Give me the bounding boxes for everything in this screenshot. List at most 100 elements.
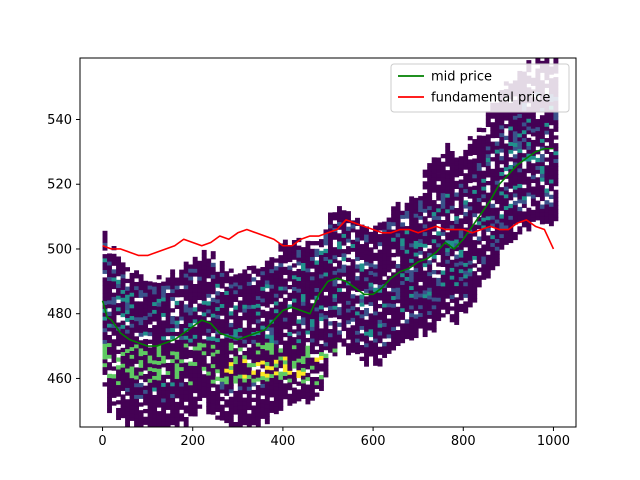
heatmap-cell	[107, 404, 112, 410]
heatmap-cell	[170, 389, 176, 395]
heatmap-cell	[391, 210, 397, 215]
heatmap-cell	[539, 138, 545, 143]
heatmap-cell	[233, 289, 239, 295]
heatmap-cell	[206, 285, 212, 291]
heatmap-cell	[386, 326, 392, 331]
heatmap-cell	[264, 280, 270, 285]
heatmap-cell	[404, 292, 410, 297]
heatmap-cell	[143, 389, 149, 394]
heatmap-cell	[494, 254, 500, 259]
heatmap-cell	[125, 356, 130, 361]
heatmap-cell	[305, 361, 311, 366]
heatmap-cell	[449, 205, 455, 210]
heatmap-cell	[314, 330, 320, 335]
heatmap-cell	[210, 274, 216, 279]
heatmap-cell	[539, 154, 545, 159]
heatmap-cell	[305, 260, 311, 265]
heatmap-cell	[174, 382, 180, 387]
heatmap-cell	[120, 394, 126, 399]
heatmap-cell	[296, 249, 302, 254]
heatmap-cell	[368, 321, 374, 326]
heatmap-cell	[404, 257, 410, 262]
heatmap-cell	[548, 186, 554, 192]
heatmap-cell	[440, 200, 446, 205]
heatmap-cell	[219, 330, 225, 336]
heatmap-cell	[463, 204, 469, 209]
heatmap-cell	[188, 330, 194, 335]
heatmap-cell	[273, 339, 279, 345]
heatmap-cell	[255, 272, 261, 277]
heatmap-cell	[287, 362, 293, 367]
heatmap-cell	[201, 253, 207, 259]
heatmap-cell	[287, 335, 293, 340]
heatmap-cell	[273, 371, 279, 376]
heatmap-cell	[400, 214, 406, 219]
heatmap-cell	[107, 319, 112, 324]
heatmap-cell	[368, 317, 374, 322]
heatmap-cell	[467, 295, 473, 300]
heatmap-cell	[544, 149, 550, 154]
heatmap-cell	[188, 318, 194, 324]
heatmap-cell	[341, 237, 347, 242]
heatmap-cell	[503, 166, 509, 172]
heatmap-cell	[454, 309, 460, 314]
heatmap-cell	[445, 189, 451, 194]
heatmap-cell	[156, 364, 162, 369]
heatmap-cell	[337, 237, 342, 242]
heatmap-cell	[224, 391, 230, 396]
heatmap-cell	[427, 279, 433, 284]
heatmap-cell	[314, 310, 320, 316]
heatmap-cell	[251, 316, 257, 321]
heatmap-cell	[364, 269, 369, 274]
heatmap-cell	[440, 173, 446, 178]
heatmap-cell	[125, 344, 130, 350]
heatmap-cell	[436, 184, 442, 189]
heatmap-cell	[490, 188, 496, 193]
heatmap-cell	[201, 277, 207, 282]
heatmap-cell	[255, 326, 261, 332]
heatmap-cell	[422, 258, 428, 264]
heatmap-cell	[305, 345, 311, 350]
heatmap-cell	[305, 400, 311, 405]
heatmap-cell	[449, 170, 455, 175]
heatmap-cell	[260, 356, 266, 361]
heatmap-cell	[328, 247, 333, 252]
heatmap-cell	[472, 208, 478, 214]
heatmap-cell	[156, 372, 162, 377]
heatmap-cell	[395, 225, 401, 230]
heatmap-cell	[305, 287, 311, 292]
y-tick-label: 500	[47, 242, 72, 257]
heatmap-cell	[300, 359, 306, 365]
heatmap-cell	[138, 309, 144, 314]
heatmap-cell	[431, 293, 437, 298]
heatmap-cell	[107, 377, 112, 382]
heatmap-cell	[111, 385, 117, 391]
heatmap-cell	[404, 299, 410, 305]
heatmap-cell	[512, 200, 518, 206]
heatmap-cell	[237, 288, 243, 294]
heatmap-cell	[300, 270, 306, 275]
heatmap-cell	[228, 295, 234, 301]
heatmap-cell	[300, 344, 306, 349]
heatmap-cell	[107, 342, 112, 348]
heatmap-cell	[260, 313, 266, 318]
heatmap-cell	[188, 303, 194, 308]
heatmap-cell	[224, 356, 230, 361]
heatmap-cell	[300, 266, 306, 271]
heatmap-cell	[431, 277, 437, 283]
heatmap-cell	[251, 308, 257, 313]
heatmap-cell	[264, 408, 270, 413]
heatmap-cell	[337, 334, 342, 339]
heatmap-cell	[382, 264, 388, 269]
heatmap-cell	[228, 338, 234, 343]
heatmap-cell	[431, 223, 437, 228]
heatmap-cell	[233, 352, 239, 357]
heatmap-cell	[269, 377, 275, 382]
heatmap-cell	[174, 316, 180, 321]
heatmap-cell	[445, 302, 451, 307]
heatmap-cell	[472, 139, 478, 144]
heatmap-cell	[323, 303, 329, 308]
heatmap-cell	[156, 391, 162, 396]
heatmap-cell	[120, 312, 126, 318]
heatmap-cell	[530, 170, 536, 176]
